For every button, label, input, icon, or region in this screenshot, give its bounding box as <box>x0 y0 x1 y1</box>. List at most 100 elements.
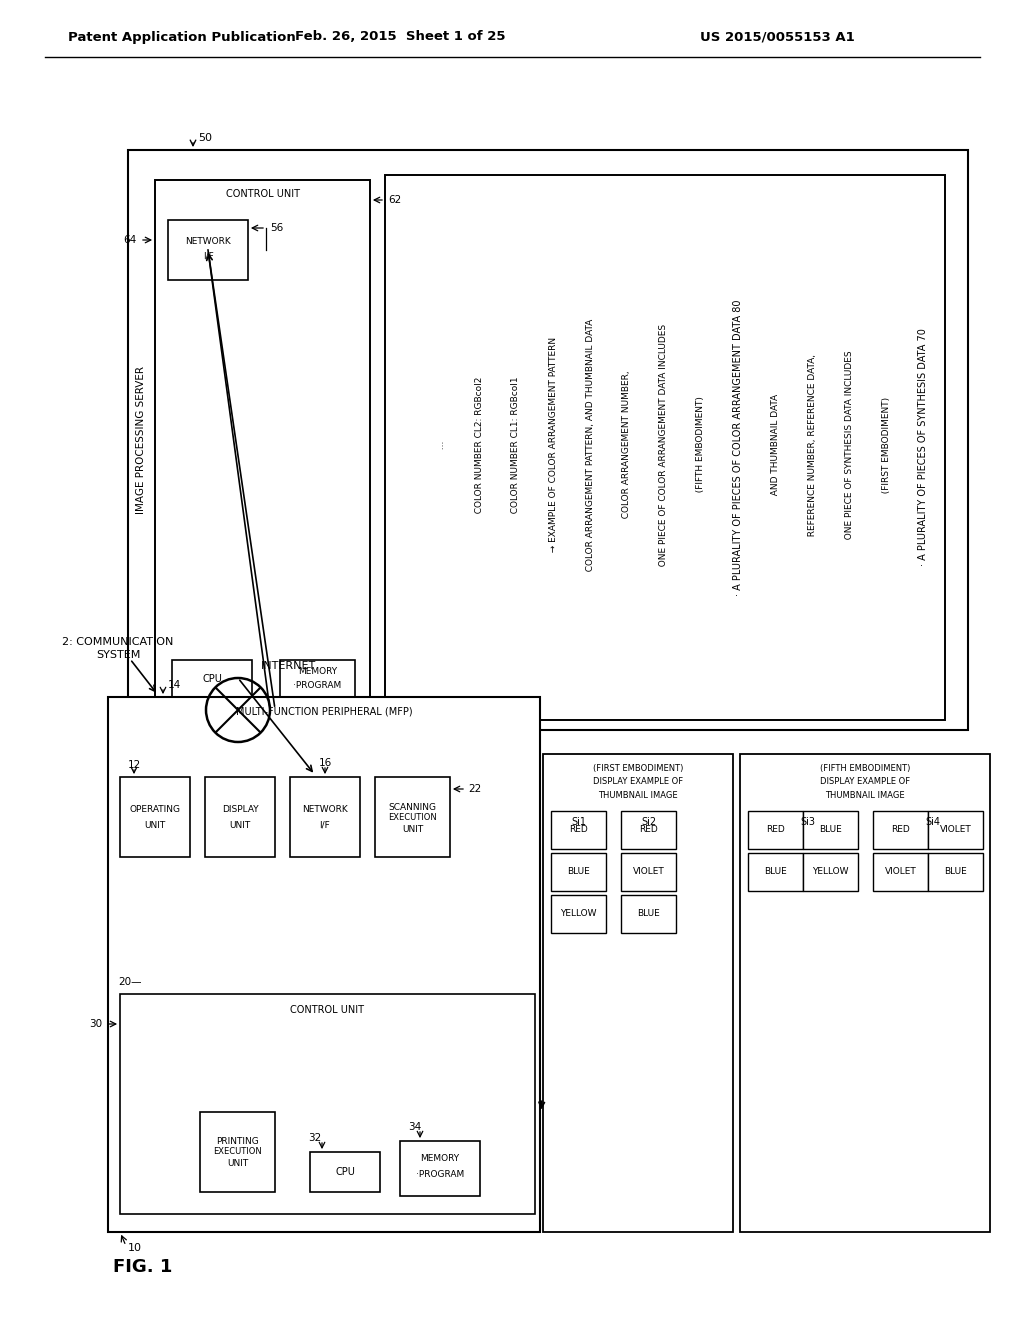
Text: VIOLET: VIOLET <box>633 867 665 876</box>
Bar <box>928 853 983 891</box>
Bar <box>551 853 606 891</box>
Text: CPU: CPU <box>202 675 222 684</box>
Bar <box>621 895 676 933</box>
Text: CPU: CPU <box>335 1167 355 1177</box>
Text: Feb. 26, 2015  Sheet 1 of 25: Feb. 26, 2015 Sheet 1 of 25 <box>295 30 505 44</box>
Bar <box>172 660 252 698</box>
Text: ·PROGRAM: ·PROGRAM <box>293 681 342 689</box>
Bar <box>310 1152 380 1192</box>
Text: (FIFTH EMBODIMENT): (FIFTH EMBODIMENT) <box>820 764 910 774</box>
Text: ONE PIECE OF SYNTHESIS DATA INCLUDES: ONE PIECE OF SYNTHESIS DATA INCLUDES <box>845 350 853 545</box>
Text: 2: COMMUNICATION: 2: COMMUNICATION <box>62 638 174 647</box>
Bar <box>120 994 535 1214</box>
Bar <box>385 176 945 719</box>
Bar <box>748 810 803 849</box>
Text: AND THUMBNAIL DATA: AND THUMBNAIL DATA <box>770 393 779 502</box>
Text: DISPLAY: DISPLAY <box>221 804 258 813</box>
Text: · A PLURALITY OF PIECES OF SYNTHESIS DATA 70: · A PLURALITY OF PIECES OF SYNTHESIS DAT… <box>918 329 928 566</box>
Text: 62: 62 <box>388 195 401 205</box>
Text: SCANNING: SCANNING <box>388 803 436 812</box>
Text: UNIT: UNIT <box>401 825 423 833</box>
Bar <box>748 853 803 891</box>
Text: BLUE: BLUE <box>764 867 786 876</box>
Bar <box>128 150 968 730</box>
Bar <box>155 180 370 719</box>
Text: (FIRST EMBODIMENT): (FIRST EMBODIMENT) <box>593 764 683 774</box>
Bar <box>928 810 983 849</box>
Text: COLOR NUMBER CL2: RGBcol2: COLOR NUMBER CL2: RGBcol2 <box>474 376 483 519</box>
Text: CONTROL UNIT: CONTROL UNIT <box>225 189 299 199</box>
Bar <box>108 697 540 1232</box>
Text: VIOLET: VIOLET <box>940 825 972 834</box>
Text: 50: 50 <box>198 133 212 143</box>
Bar <box>873 810 928 849</box>
Text: Si3: Si3 <box>801 817 815 828</box>
Text: (FIRST EMBODIMENT): (FIRST EMBODIMENT) <box>882 396 891 499</box>
Text: DISPLAY EXAMPLE OF: DISPLAY EXAMPLE OF <box>820 777 910 787</box>
Text: VIOLET: VIOLET <box>885 867 916 876</box>
Text: EXECUTION: EXECUTION <box>388 813 437 821</box>
Text: BLUE: BLUE <box>944 867 967 876</box>
Bar <box>873 853 928 891</box>
Text: SYSTEM: SYSTEM <box>96 649 140 660</box>
Text: RED: RED <box>891 825 910 834</box>
Bar <box>205 777 275 857</box>
Text: RED: RED <box>569 825 588 834</box>
Text: (FIFTH EMBODIMENT): (FIFTH EMBODIMENT) <box>696 396 706 499</box>
Text: 56: 56 <box>270 223 284 234</box>
Bar <box>200 1111 275 1192</box>
Text: 16: 16 <box>318 758 332 768</box>
Text: ...: ... <box>437 441 446 454</box>
Text: 12: 12 <box>128 760 141 770</box>
Text: DISPLAY EXAMPLE OF: DISPLAY EXAMPLE OF <box>593 777 683 787</box>
Text: PRINTING: PRINTING <box>216 1138 259 1147</box>
Text: MEMORY: MEMORY <box>298 667 337 676</box>
Text: 32: 32 <box>308 1133 322 1143</box>
Bar <box>621 853 676 891</box>
Bar <box>803 810 858 849</box>
Text: 10: 10 <box>128 1243 142 1253</box>
Text: Si1: Si1 <box>571 817 587 828</box>
Text: MULTI-FUNCTION PERIPHERAL (MFP): MULTI-FUNCTION PERIPHERAL (MFP) <box>236 706 413 715</box>
Text: REFERENCE NUMBER, REFERENCE DATA,: REFERENCE NUMBER, REFERENCE DATA, <box>808 354 816 541</box>
Bar <box>120 777 190 857</box>
Bar <box>621 810 676 849</box>
Text: Patent Application Publication: Patent Application Publication <box>68 30 296 44</box>
Text: UNIT: UNIT <box>227 1159 248 1168</box>
Text: Si2: Si2 <box>641 817 656 828</box>
Text: COLOR NUMBER CL1: RGBcol1: COLOR NUMBER CL1: RGBcol1 <box>512 376 520 519</box>
Text: COLOR ARRANGEMENT PATTERN, AND THUMBNAIL DATA: COLOR ARRANGEMENT PATTERN, AND THUMBNAIL… <box>586 318 595 577</box>
Text: 30: 30 <box>89 1019 102 1030</box>
Text: RED: RED <box>639 825 657 834</box>
Text: US 2015/0055153 A1: US 2015/0055153 A1 <box>700 30 855 44</box>
Text: 14: 14 <box>168 680 181 690</box>
Bar <box>280 660 355 698</box>
Text: CONTROL UNIT: CONTROL UNIT <box>291 1005 365 1015</box>
Text: ONE PIECE OF COLOR ARRANGEMENT DATA INCLUDES: ONE PIECE OF COLOR ARRANGEMENT DATA INCL… <box>659 323 669 572</box>
Text: Si4: Si4 <box>926 817 940 828</box>
Bar <box>400 1140 480 1196</box>
Bar <box>168 220 248 280</box>
Text: 64: 64 <box>124 235 137 246</box>
Bar <box>551 810 606 849</box>
Bar <box>740 754 990 1232</box>
Text: BLUE: BLUE <box>567 867 590 876</box>
Text: YELLOW: YELLOW <box>560 909 597 919</box>
Text: NETWORK: NETWORK <box>185 238 230 247</box>
Text: YELLOW: YELLOW <box>812 867 849 876</box>
Text: I/F: I/F <box>203 252 213 260</box>
Text: EXECUTION: EXECUTION <box>213 1147 262 1156</box>
Bar <box>803 853 858 891</box>
Text: 22: 22 <box>468 784 481 795</box>
Text: THUMBNAIL IMAGE: THUMBNAIL IMAGE <box>598 792 678 800</box>
Text: UNIT: UNIT <box>229 821 251 829</box>
Text: COLOR ARRANGEMENT NUMBER,: COLOR ARRANGEMENT NUMBER, <box>623 371 632 524</box>
Text: MEMORY: MEMORY <box>421 1154 460 1163</box>
Text: · A PLURALITY OF PIECES OF COLOR ARRANGEMENT DATA 80: · A PLURALITY OF PIECES OF COLOR ARRANGE… <box>733 300 743 595</box>
Text: BLUE: BLUE <box>819 825 842 834</box>
Text: BLUE: BLUE <box>637 909 659 919</box>
Text: FIG. 1: FIG. 1 <box>113 1258 172 1276</box>
Text: NETWORK: NETWORK <box>302 804 348 813</box>
Text: 20—: 20— <box>118 977 141 987</box>
Text: I/F: I/F <box>319 821 331 829</box>
